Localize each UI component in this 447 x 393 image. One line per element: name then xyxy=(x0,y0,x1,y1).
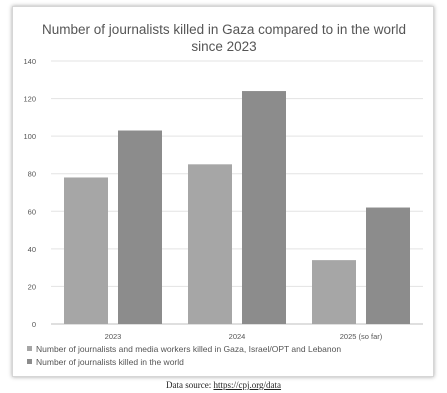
y-tick-label: 20 xyxy=(28,282,36,291)
x-tick-label: 2025 (so far) xyxy=(340,332,383,341)
legend: Number of journalists and media workers … xyxy=(27,344,341,367)
y-axis-ticks: 0 20 40 60 80 100 120 140 xyxy=(23,57,36,329)
x-tick-label: 2024 xyxy=(229,332,246,341)
bar-world-1 xyxy=(242,91,286,324)
data-source-prefix: Data source: xyxy=(165,380,214,390)
chart-title-line-1: Number of journalists killed in Gaza com… xyxy=(42,22,406,37)
bar-gaza-1 xyxy=(188,164,232,324)
y-tick-label: 60 xyxy=(28,207,36,216)
bar-world-0 xyxy=(118,130,162,324)
y-tick-label: 0 xyxy=(32,320,36,329)
bar-chart: Number of journalists killed in Gaza com… xyxy=(23,22,423,367)
chart-title: Number of journalists killed in Gaza com… xyxy=(42,22,406,54)
data-source-note: Data source: https://cpj.org/data xyxy=(0,380,447,390)
chart-title-line-2: since 2023 xyxy=(191,39,256,54)
y-tick-label: 100 xyxy=(23,132,36,141)
x-axis-labels: 2023 2024 2025 (so far) xyxy=(105,332,383,341)
legend-swatch xyxy=(27,346,32,351)
legend-label: Number of journalists killed in the worl… xyxy=(36,357,184,367)
legend-swatch xyxy=(27,359,32,364)
legend-label: Number of journalists and media workers … xyxy=(36,344,341,354)
y-tick-label: 40 xyxy=(28,245,36,254)
gridlines xyxy=(51,60,423,325)
y-tick-label: 80 xyxy=(28,170,36,179)
data-source-link[interactable]: https://cpj.org/data xyxy=(213,380,282,390)
bar-gaza-2 xyxy=(312,260,356,324)
bars xyxy=(64,91,410,324)
bar-world-2 xyxy=(366,207,410,324)
y-tick-label: 140 xyxy=(23,57,36,66)
chart-frame: Number of journalists killed in Gaza com… xyxy=(12,6,434,377)
bar-gaza-0 xyxy=(64,177,108,324)
x-tick-label: 2023 xyxy=(105,332,122,341)
y-tick-label: 120 xyxy=(23,95,36,104)
